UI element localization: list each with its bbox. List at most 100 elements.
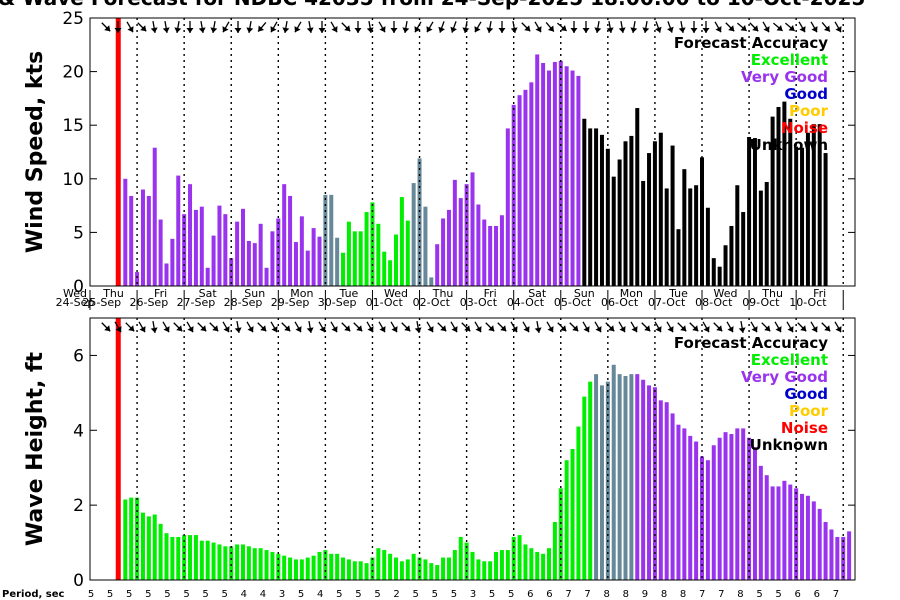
arrow-head (344, 25, 351, 32)
arrow-head (440, 325, 447, 332)
period-value: 4 (260, 589, 266, 600)
bar (652, 387, 657, 580)
bar (123, 178, 128, 286)
direction-arrow (834, 21, 842, 33)
bar (541, 63, 546, 286)
arrow-head (162, 27, 170, 33)
direction-arrow (173, 322, 183, 332)
direction-arrow (557, 322, 567, 332)
bar (470, 172, 475, 286)
bar (694, 441, 699, 580)
arrow-head (799, 26, 806, 33)
day-name: Mon (620, 287, 643, 300)
bar (576, 75, 581, 286)
bar (564, 460, 569, 580)
bar (293, 559, 298, 580)
bar (299, 559, 304, 580)
arrow-head (498, 28, 506, 33)
arrow-head (823, 25, 830, 32)
y-tick-label: 0 (73, 571, 84, 591)
arrow-head (594, 27, 602, 33)
bar (552, 521, 557, 580)
arrow-head (104, 325, 111, 332)
bar (629, 135, 634, 286)
bar (476, 559, 481, 580)
bar (170, 238, 175, 286)
direction-arrow (714, 21, 722, 33)
bar (158, 523, 163, 580)
bar (776, 486, 781, 580)
direction-arrow (774, 321, 782, 333)
bar (452, 550, 457, 580)
bar (641, 180, 646, 286)
bar (411, 553, 416, 580)
bar (611, 176, 616, 286)
direction-arrow (726, 321, 734, 333)
bar (635, 108, 640, 286)
arrow-head (344, 325, 351, 332)
day-name: Sat (199, 287, 218, 300)
bar (329, 194, 334, 286)
direction-arrow (330, 21, 338, 33)
period-value: 7 (565, 589, 571, 600)
day-date: 09-Oct (742, 296, 780, 309)
bar (429, 563, 434, 580)
arrow-head (608, 325, 615, 332)
bar (588, 381, 593, 580)
period-value: 5 (126, 589, 132, 600)
day-name: Sun (244, 287, 265, 300)
direction-arrow (257, 322, 267, 332)
arrow-head (176, 325, 183, 332)
bar (717, 266, 722, 286)
direction-arrow (510, 321, 518, 333)
y-tick-label: 4 (73, 421, 84, 441)
day-date: 27-Sep (177, 296, 216, 309)
bar (388, 260, 393, 286)
bar (617, 374, 622, 580)
bar (823, 153, 828, 286)
arrow-head (582, 28, 590, 33)
direction-arrow (222, 21, 230, 33)
bar (847, 531, 852, 580)
day-date: 01-Oct (366, 296, 404, 309)
direction-arrow (378, 321, 386, 333)
period-value: 5 (336, 589, 342, 600)
bar (517, 95, 522, 287)
period-value: 5 (355, 589, 361, 600)
bar (552, 61, 557, 287)
period-value: 6 (814, 589, 820, 600)
arrow-head (187, 326, 194, 333)
arrow-head (547, 25, 554, 32)
day-name: Thu (432, 287, 454, 300)
bar (399, 561, 404, 580)
direction-arrow (125, 322, 135, 332)
bar (376, 548, 381, 580)
bar (770, 116, 775, 287)
bar (411, 183, 416, 286)
period-value: 8 (737, 589, 743, 600)
bar (164, 533, 169, 580)
direction-arrow (294, 321, 302, 333)
period-value: 7 (833, 589, 839, 600)
direction-arrow (594, 321, 602, 333)
arrow-head (775, 326, 782, 333)
bar (423, 559, 428, 580)
arrow-head (644, 325, 651, 332)
bar (764, 475, 769, 580)
period-value: 7 (584, 589, 590, 600)
direction-arrow (630, 321, 638, 333)
bar (123, 499, 128, 580)
day-name: Fri (154, 287, 167, 300)
legend-item: Very Good (741, 368, 828, 386)
bar (246, 240, 251, 286)
arrow-head (464, 325, 471, 332)
period-value: 6 (527, 589, 533, 600)
bar (376, 223, 381, 286)
bar (729, 434, 734, 580)
bar (582, 396, 587, 580)
bar (364, 563, 369, 580)
direction-arrow (438, 21, 445, 33)
arrow-head (294, 26, 301, 33)
arrow-head (246, 27, 254, 33)
